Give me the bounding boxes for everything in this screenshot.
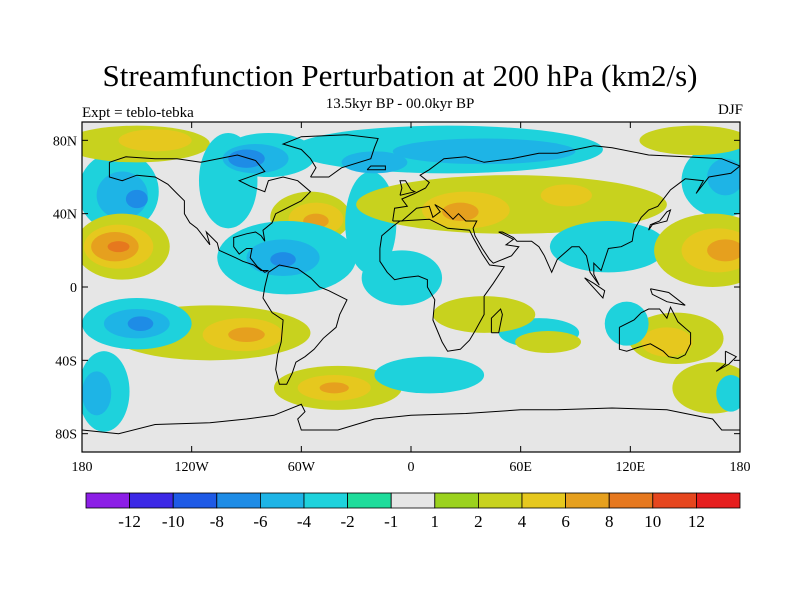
coastline — [281, 134, 379, 178]
colorbar-swatch — [652, 492, 697, 509]
coastline — [392, 145, 740, 286]
coastline — [108, 154, 312, 273]
coastline — [648, 209, 672, 231]
colorbar-swatch — [390, 492, 436, 509]
coastline — [649, 288, 686, 306]
colorbar-label: 12 — [688, 512, 705, 531]
contour-region — [716, 375, 740, 412]
lat-tick-label: 80N — [53, 134, 77, 149]
colorbar-label: -10 — [162, 512, 185, 531]
colorbar-label: 10 — [644, 512, 661, 531]
contour-region — [125, 189, 148, 209]
coastline — [366, 165, 386, 171]
lon-tick-label: 120W — [175, 460, 210, 475]
season-label: DJF — [717, 102, 743, 118]
coastline — [715, 350, 738, 372]
contour-region — [82, 371, 112, 416]
experiment-label: Expt = teblo-tebka — [82, 105, 194, 121]
contour-region — [442, 202, 479, 221]
colorbar-swatch — [85, 492, 130, 509]
colorbar-swatch — [434, 492, 479, 509]
contour-region — [319, 382, 349, 394]
colorbar-label: 1 — [431, 512, 440, 531]
lat-tick-label: 40N — [53, 208, 77, 223]
contour-region — [270, 252, 296, 267]
contour-region — [707, 239, 740, 262]
contour-region — [392, 138, 576, 165]
contour-region — [540, 184, 592, 207]
colorbar-swatch — [129, 492, 174, 509]
lat-tick-label: 80S — [55, 428, 77, 443]
colorbar-swatch — [565, 492, 610, 509]
colorbar-label: 4 — [518, 512, 527, 531]
coastline — [82, 403, 740, 435]
coastline — [490, 308, 503, 334]
contour-region — [672, 362, 740, 414]
lon-tick-label: 60W — [288, 460, 316, 475]
colorbar-swatch — [477, 492, 523, 509]
chart-subtitle: 13.5kyr BP - 00.0kyr BP — [325, 96, 475, 112]
colorbar-label: 6 — [561, 512, 570, 531]
colorbar-swatch — [303, 492, 348, 509]
colorbar-label: -4 — [297, 512, 312, 531]
colorbar-swatch — [521, 492, 566, 509]
colorbar-swatch — [259, 492, 305, 509]
colorbar-label: -6 — [253, 512, 267, 531]
coastline — [584, 277, 606, 300]
colorbar: -12 -10 -8 -6 -4 -2 -1 1 2 4 6 8 10 12 — [85, 492, 741, 531]
contour-region — [127, 316, 154, 331]
colorbar-label: -12 — [118, 512, 141, 531]
colorbar-swatch — [216, 492, 261, 509]
coastline — [618, 305, 692, 360]
contour-region — [707, 158, 740, 196]
lat-tick-label: 40S — [55, 354, 77, 369]
coastline — [399, 180, 417, 196]
contour-region — [374, 356, 485, 394]
colorbar-swatch — [696, 492, 741, 509]
coastline — [262, 264, 348, 385]
contour-region — [107, 241, 130, 253]
colorbar-swatch — [347, 492, 392, 509]
lon-tick-label: 180 — [730, 460, 751, 475]
chart-title: Streamfunction Perturbation at 200 hPa (… — [102, 58, 698, 93]
contour-region — [549, 221, 667, 273]
colorbar-swatch — [608, 492, 654, 509]
colorbar-label: 8 — [605, 512, 614, 531]
contour-region — [639, 125, 740, 155]
colorbar-swatch — [172, 492, 218, 509]
colorbar-label: 2 — [474, 512, 483, 531]
colorbar-label: -2 — [341, 512, 355, 531]
map-axes: 180 120W 60W 0 60E 120E 180 80N 40N 0 40S 80S — [53, 122, 751, 475]
contour-region — [228, 327, 265, 342]
coastlines — [82, 134, 740, 435]
contour-region — [341, 151, 408, 174]
lon-tick-label: 120E — [616, 460, 646, 475]
streamfunction-field — [82, 125, 740, 432]
lat-tick-label: 0 — [70, 281, 77, 296]
lon-tick-label: 0 — [408, 460, 415, 475]
contour-region — [118, 129, 192, 152]
lon-tick-label: 60E — [509, 460, 532, 475]
contour-region — [228, 149, 265, 168]
colorbar-label: -1 — [384, 512, 398, 531]
lon-tick-label: 180 — [72, 460, 93, 475]
coastline — [379, 218, 506, 352]
colorbar-label: -8 — [210, 512, 224, 531]
contour-region — [515, 331, 581, 353]
contour-region — [641, 327, 693, 357]
